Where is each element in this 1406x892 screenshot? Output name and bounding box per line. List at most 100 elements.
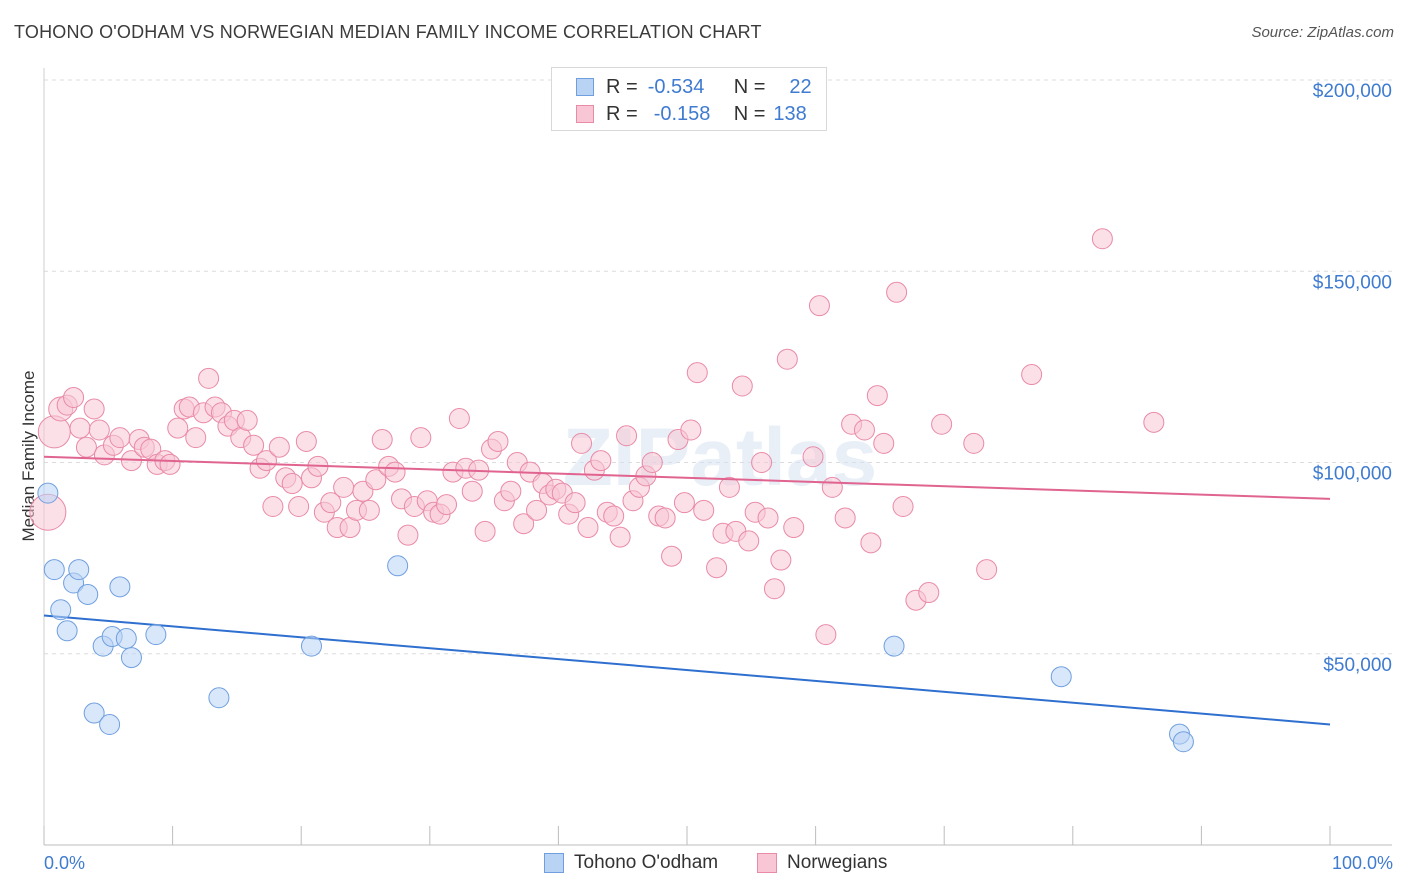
norwegian-point <box>461 480 483 502</box>
tohono-point <box>50 599 72 621</box>
legend-row-norwegian: R = -0.158 N = 138 <box>576 102 807 126</box>
norwegian-point <box>281 473 303 495</box>
norwegian-point <box>892 495 914 517</box>
norwegian-point <box>770 549 792 571</box>
norwegian-point <box>487 430 509 452</box>
norwegian-point <box>815 624 837 646</box>
norwegian-point <box>731 375 753 397</box>
norwegian-point <box>1143 411 1165 433</box>
norwegian-point <box>159 453 181 475</box>
tohono-point <box>43 559 65 581</box>
series-norwegian-points <box>29 228 1165 646</box>
series-tohono-points <box>37 482 1194 753</box>
norwegian-point <box>763 578 785 600</box>
norwegian-point <box>564 492 586 514</box>
norwegian-point <box>63 386 85 408</box>
tohono-point <box>1172 731 1194 753</box>
legend-r-value-tohono: -0.534 <box>647 75 705 98</box>
norwegian-point <box>616 425 638 447</box>
tohono-point <box>83 702 105 724</box>
norwegian-point <box>963 432 985 454</box>
legend-r-label: R = <box>606 102 638 125</box>
norwegian-point <box>686 362 708 384</box>
y-tick-label: $50,000 <box>1323 655 1392 676</box>
norwegian-point <box>436 494 458 516</box>
norwegian-point <box>333 476 355 498</box>
trend-lines <box>43 455 1331 726</box>
norwegian-point <box>853 419 875 441</box>
norwegian-point <box>860 532 882 554</box>
legend-n-value-tohono: 22 <box>789 75 812 98</box>
norwegian-point <box>834 507 856 529</box>
legend-r-label: R = <box>606 75 638 98</box>
norwegian-point <box>526 499 548 521</box>
norwegian-point <box>185 427 207 449</box>
x-tick-label: 100.0% <box>1332 853 1393 873</box>
tohono-point <box>145 624 167 646</box>
norwegian-point <box>590 450 612 472</box>
norwegian-point <box>243 434 265 456</box>
bottom-legend-tohono: Tohono O'odham <box>544 852 718 874</box>
tohono-point <box>1050 666 1072 688</box>
bottom-legend-swatch-tohono <box>544 853 564 873</box>
norwegian-point <box>365 469 387 491</box>
tohono-point <box>77 583 99 605</box>
norwegian-point <box>371 429 393 451</box>
norwegian-point <box>88 419 110 441</box>
norwegian-point <box>397 524 419 546</box>
tohono-point <box>37 482 59 504</box>
legend-row-tohono: R = -0.534 N = 22 <box>576 75 812 99</box>
x-tick-label: 0.0% <box>44 853 85 873</box>
norwegian-point <box>783 517 805 539</box>
tohono-point <box>56 620 78 642</box>
norwegian-point <box>609 526 631 548</box>
legend-r-value-norwegian: -0.158 <box>653 102 711 125</box>
norwegian-point <box>738 530 760 552</box>
norwegian-point <box>288 495 310 517</box>
norwegian-point <box>866 385 888 407</box>
tohono-point <box>99 714 121 736</box>
y-tick-label: $200,000 <box>1313 81 1392 102</box>
tohono-point <box>300 635 322 657</box>
norwegian-point <box>706 557 728 579</box>
norwegian-point <box>448 408 470 430</box>
norwegian-point <box>718 476 740 498</box>
norwegian-point <box>500 480 522 502</box>
trend-line-tohono <box>43 614 1331 726</box>
norwegian-point <box>776 348 798 370</box>
trend-line-norwegian <box>43 455 1331 500</box>
norwegian-point <box>1091 228 1113 250</box>
legend-n-label: N = <box>733 75 766 98</box>
norwegian-point <box>69 417 91 439</box>
tohono-point <box>109 576 131 598</box>
tohono-point <box>208 687 230 709</box>
y-tick-label: $100,000 <box>1313 464 1392 485</box>
norwegian-point <box>886 281 908 303</box>
legend-swatch-norwegian <box>576 105 594 123</box>
y-tick-labels: $50,000 $100,000 $150,000 $200,000 <box>1313 81 1392 676</box>
norwegian-point <box>757 507 779 529</box>
norwegian-point <box>513 513 535 535</box>
norwegian-point <box>83 398 105 420</box>
y-tick-label: $150,000 <box>1313 272 1392 293</box>
norwegian-point <box>109 427 131 449</box>
stats-legend: R = -0.534 N = 22 R = -0.158 N = 138 <box>551 67 827 131</box>
legend-swatch-tohono <box>576 78 594 96</box>
bottom-legend-label-tohono: Tohono O'odham <box>574 852 719 873</box>
legend-n-label: N = <box>733 102 766 125</box>
tohono-point <box>883 635 905 657</box>
norwegian-point <box>808 295 830 317</box>
bottom-legend-swatch-norwegian <box>757 853 777 873</box>
axes <box>43 68 1392 846</box>
y-axis-title: Median Family Income <box>19 370 38 541</box>
norwegian-point <box>255 450 277 472</box>
norwegian-point <box>693 499 715 521</box>
tohono-point <box>68 559 90 581</box>
tohono-point <box>115 627 137 649</box>
source-label: Source: ZipAtlas.com <box>1251 24 1394 41</box>
norwegian-point <box>577 517 599 539</box>
chart-title: TOHONO O'ODHAM VS NORWEGIAN MEDIAN FAMIL… <box>14 22 762 42</box>
norwegian-point <box>821 476 843 498</box>
norwegian-point <box>37 415 71 449</box>
norwegian-point <box>673 492 695 514</box>
